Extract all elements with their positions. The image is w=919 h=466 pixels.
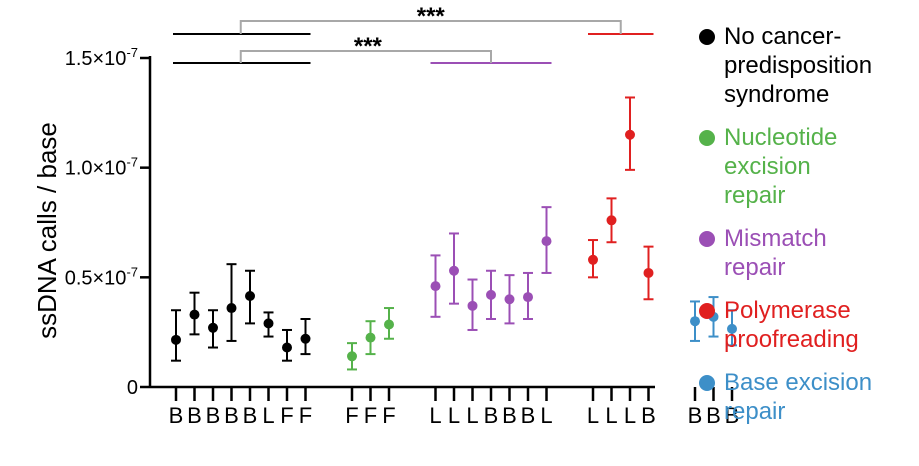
- legend-dot-mismatch: [699, 231, 715, 247]
- x-tick-label-s0-5: L: [262, 403, 274, 428]
- data-point-s0-1: [189, 309, 200, 320]
- x-tick-label-s2-4: B: [502, 403, 517, 428]
- data-point-s2-0: [430, 281, 441, 292]
- y-tick-label-3: 1.5×10-7: [65, 45, 138, 70]
- x-tick-label-s0-6: F: [280, 403, 293, 428]
- x-tick-label-s3-1: L: [605, 403, 617, 428]
- data-point-s0-2: [208, 322, 218, 333]
- x-tick-label-s0-2: B: [206, 403, 221, 428]
- legend-dot-no-cancer: [699, 29, 715, 45]
- data-point-s0-6: [282, 342, 292, 353]
- x-tick-label-s0-0: B: [169, 403, 184, 428]
- data-point-s1-0: [347, 351, 357, 362]
- data-point-s0-5: [263, 318, 274, 329]
- x-tick-label-s1-0: F: [345, 403, 358, 428]
- legend-item-base-excision: Base excision repair: [698, 368, 918, 426]
- data-point-s2-1: [449, 265, 459, 276]
- y-tick-label-0: 0: [127, 377, 138, 399]
- x-tick-label-s4-0: B: [688, 403, 703, 428]
- legend-dot-polymerase: [699, 303, 715, 319]
- significance-label-lower: ***: [354, 33, 383, 60]
- data-point-s1-2: [384, 319, 394, 330]
- bracket-lower: [239, 50, 492, 63]
- legend: No cancer- predisposition syndrome Nucle…: [698, 22, 918, 440]
- y-axis-label: ssDNA calls / base: [32, 122, 62, 339]
- x-tick-label-s2-6: L: [540, 403, 552, 428]
- x-tick-label-s0-3: B: [224, 403, 239, 428]
- x-tick-label-s1-2: F: [382, 403, 395, 428]
- data-point-s0-7: [300, 333, 311, 344]
- data-point-s3-3: [643, 267, 654, 278]
- legend-item-mismatch: Mismatch repair: [698, 224, 918, 282]
- x-tick-label-s0-1: B: [187, 403, 202, 428]
- y-tick-label-2: 1.0×10-7: [65, 155, 138, 180]
- x-tick-label-s0-7: F: [299, 403, 312, 428]
- x-tick-label-s1-1: F: [364, 403, 377, 428]
- x-tick-label-s3-3: B: [641, 403, 656, 428]
- data-point-s2-2: [467, 300, 478, 311]
- data-point-s4-2: [727, 323, 737, 334]
- data-point-s2-5: [523, 292, 533, 303]
- data-point-s3-2: [625, 129, 635, 140]
- data-point-s0-3: [226, 303, 237, 314]
- legend-label-nucleotide-excision: Nucleotide excision repair: [724, 124, 838, 209]
- data-point-s3-0: [588, 254, 598, 265]
- data-point-s3-1: [606, 215, 617, 226]
- data-point-s0-4: [245, 290, 255, 301]
- x-tick-label-s4-2: B: [725, 403, 740, 428]
- x-tick-label-s2-3: B: [484, 403, 499, 428]
- legend-label-polymerase: Polymerase proofreading: [724, 297, 859, 353]
- legend-label-base-excision: Base excision repair: [724, 369, 873, 425]
- x-tick-label-s2-2: L: [466, 403, 478, 428]
- data-point-s0-0: [171, 334, 181, 345]
- data-point-s4-0: [690, 316, 700, 327]
- x-tick-label-s2-1: L: [448, 403, 460, 428]
- legend-item-no-cancer: No cancer- predisposition syndrome: [698, 22, 918, 109]
- legend-item-polymerase: Polymerase proofreading: [698, 296, 918, 354]
- y-tick-label-1: 0.5×10-7: [65, 264, 138, 289]
- x-tick-label-s2-0: L: [429, 403, 441, 428]
- legend-item-nucleotide-excision: Nucleotide excision repair: [698, 123, 918, 210]
- x-tick-label-s0-4: B: [243, 403, 258, 428]
- data-point-s1-1: [365, 332, 376, 343]
- x-tick-label-s2-5: B: [521, 403, 536, 428]
- significance-label-top: ***: [417, 3, 446, 30]
- legend-label-no-cancer: No cancer- predisposition syndrome: [724, 23, 873, 108]
- legend-dot-nucleotide-excision: [699, 130, 715, 146]
- x-tick-label-s3-0: L: [587, 403, 599, 428]
- data-point-s2-4: [504, 294, 515, 305]
- bracket-top: [239, 20, 622, 34]
- data-point-s2-6: [541, 236, 552, 247]
- data-point-s2-3: [486, 289, 496, 300]
- x-tick-label-s4-1: B: [706, 403, 721, 428]
- legend-label-mismatch: Mismatch repair: [724, 225, 827, 281]
- legend-dot-base-excision: [699, 375, 715, 391]
- x-tick-label-s3-2: L: [624, 403, 636, 428]
